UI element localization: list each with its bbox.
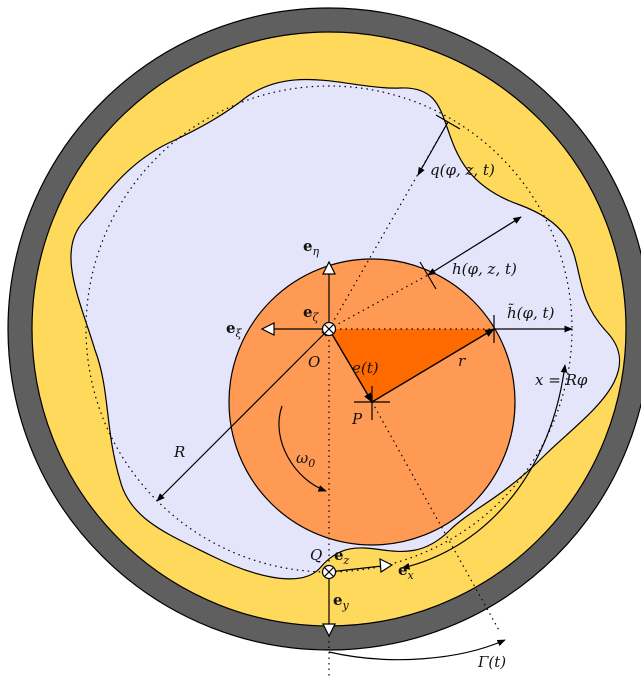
origin-O-x2 — [324, 324, 334, 334]
q-dimension-arrow — [417, 121, 449, 176]
e-x-arrowhead — [379, 557, 394, 574]
label-e-z: ez — [334, 546, 350, 567]
label-x-eq: x = Rφ — [535, 371, 588, 389]
e-eta-sub: η — [313, 245, 320, 258]
e-x-base: e — [398, 561, 408, 579]
label-r: r — [458, 352, 466, 370]
label-R: R — [173, 443, 185, 461]
label-q: q(φ, z, t) — [430, 161, 495, 179]
label-h-tilde: h̃(φ, t) — [507, 304, 555, 322]
label-e-eta: eη — [303, 237, 320, 258]
omega-rotation-arc — [278, 405, 327, 492]
label-h: h(φ, z, t) — [452, 260, 517, 278]
label-e-t: e(t) — [352, 359, 379, 377]
e-eta-base: e — [303, 237, 313, 255]
label-omega0: ω0 — [296, 449, 315, 470]
e-x-vector — [328, 565, 383, 573]
h-dimension-arrow — [427, 216, 522, 276]
e-xi-arrowhead — [260, 322, 275, 336]
omega-base: ω — [296, 449, 308, 467]
gamma-arc — [328, 639, 506, 661]
label-e-zeta: eζ — [303, 303, 320, 324]
x-coordinate-arc — [401, 364, 568, 570]
point-Q-x2 — [324, 567, 334, 577]
e-y-sub: y — [342, 599, 350, 612]
label-e-y: ey — [333, 591, 350, 612]
label-e-x: ex — [398, 561, 415, 582]
e-z-base: e — [334, 546, 344, 564]
h-tick — [419, 261, 437, 290]
e-z-sub: z — [343, 554, 350, 567]
label-e-xi: eξ — [226, 319, 243, 340]
omega-sub: 0 — [308, 457, 315, 470]
e-x-sub: x — [408, 569, 415, 582]
e-xi-sub: ξ — [236, 327, 243, 340]
R-dimension-arrow — [156, 328, 330, 502]
e-eta-arrowhead — [322, 260, 336, 275]
q-tick — [435, 114, 461, 130]
e-xi-base: e — [226, 319, 236, 337]
e-y-base: e — [333, 591, 343, 609]
label-Q: Q — [310, 546, 322, 564]
label-gamma: Γ(t) — [477, 653, 506, 671]
label-P: P — [351, 410, 363, 428]
e-y-arrowhead — [322, 623, 336, 638]
e-zeta-base: e — [303, 303, 313, 321]
eccentricity-line — [328, 328, 373, 403]
dotted-line-O-to-h — [328, 274, 429, 330]
e-zeta-sub: ζ — [313, 311, 320, 324]
label-O: O — [308, 353, 320, 371]
